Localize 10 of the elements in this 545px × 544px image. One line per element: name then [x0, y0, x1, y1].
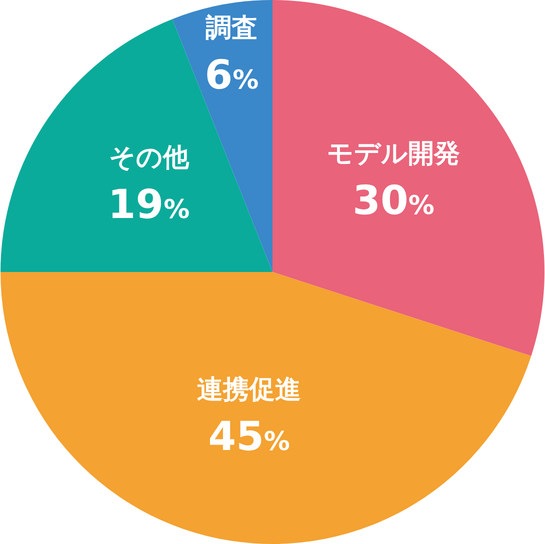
- data-label: 45%: [208, 414, 290, 460]
- slice-label: 調査: [206, 13, 258, 44]
- pie-slice: [0, 272, 532, 544]
- data-label: 19%: [108, 182, 190, 228]
- data-label: 6%: [204, 52, 259, 98]
- slice-label: 連携促進: [197, 374, 302, 405]
- data-label: 30%: [352, 178, 434, 224]
- slice-label: モデル開発: [327, 139, 460, 170]
- pie-slice: [272, 0, 544, 356]
- slice-label: その他: [108, 142, 190, 173]
